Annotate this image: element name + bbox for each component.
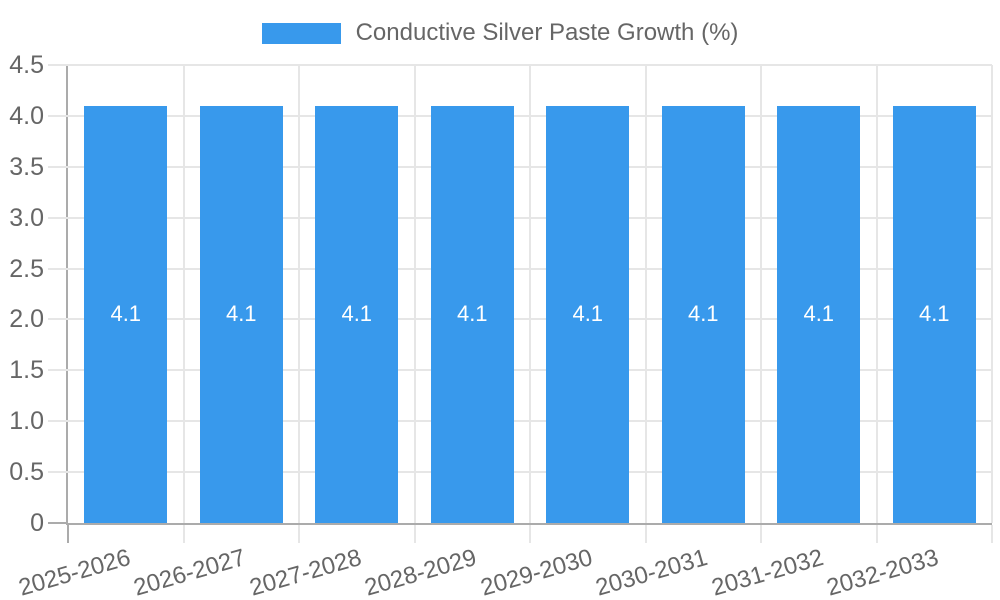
bar[interactable]: 4.1 bbox=[84, 105, 168, 523]
x-axis-tick bbox=[529, 525, 531, 543]
bar-value-label: 4.1 bbox=[572, 301, 604, 327]
y-axis-tick bbox=[48, 420, 68, 423]
bar[interactable]: 4.1 bbox=[199, 105, 283, 523]
y-axis-tick-label: 4.0 bbox=[9, 101, 44, 130]
bar[interactable]: 4.1 bbox=[430, 105, 514, 523]
y-axis-tick-label: 4.5 bbox=[9, 51, 44, 79]
x-axis-tick bbox=[991, 525, 993, 543]
y-axis-tick bbox=[48, 216, 68, 219]
y-axis-tick bbox=[48, 267, 68, 270]
x-gridline bbox=[182, 65, 185, 523]
bar[interactable]: 4.1 bbox=[777, 105, 861, 523]
x-gridline bbox=[644, 65, 647, 523]
legend-item[interactable]: Conductive Silver Paste Growth (%) bbox=[0, 19, 1000, 46]
bar-value-label: 4.1 bbox=[803, 301, 835, 327]
y-axis-tick-label: 3.5 bbox=[9, 152, 44, 181]
legend-label: Conductive Silver Paste Growth (%) bbox=[355, 19, 739, 46]
x-gridline bbox=[413, 65, 416, 523]
x-axis-tick bbox=[644, 525, 647, 543]
y-axis-tick-label: 1.5 bbox=[9, 356, 44, 385]
x-axis-tick bbox=[182, 525, 185, 543]
bar-value-label: 4.1 bbox=[341, 301, 373, 327]
x-gridline bbox=[875, 65, 878, 523]
bar[interactable]: 4.1 bbox=[892, 105, 976, 523]
bar[interactable]: 4.1 bbox=[546, 105, 630, 523]
y-axis-tick bbox=[48, 114, 68, 117]
bar-value-label: 4.1 bbox=[225, 301, 257, 327]
y-axis-tick-label: 0.5 bbox=[9, 458, 44, 487]
x-axis-tick bbox=[875, 525, 878, 543]
x-axis-tick bbox=[413, 525, 416, 543]
bar-value-label: 4.1 bbox=[110, 301, 142, 327]
y-axis-tick-label: 2.0 bbox=[9, 305, 44, 334]
x-axis-tick bbox=[760, 525, 762, 543]
y-axis-tick-label: 0 bbox=[30, 509, 44, 537]
y-axis-tick bbox=[48, 64, 68, 66]
y-axis-tick-label: 1.0 bbox=[9, 407, 44, 436]
y-axis-tick bbox=[48, 165, 68, 168]
bar-value-label: 4.1 bbox=[687, 301, 719, 327]
legend-swatch bbox=[261, 22, 341, 44]
plot-area: 4.1 4.1 4.1 4.1 4.1 4.1 4.1 4.1 bbox=[66, 64, 993, 525]
x-axis-tick bbox=[67, 525, 69, 543]
y-axis-tick bbox=[48, 318, 68, 321]
y-axis-tick bbox=[48, 522, 68, 524]
y-axis-tick-label: 2.5 bbox=[9, 254, 44, 283]
bar-value-label: 4.1 bbox=[918, 301, 950, 327]
y-axis-tick bbox=[48, 471, 68, 474]
x-gridline bbox=[760, 65, 762, 523]
x-axis-tick bbox=[298, 525, 300, 543]
bar[interactable]: 4.1 bbox=[315, 105, 399, 523]
bar-value-label: 4.1 bbox=[456, 301, 488, 327]
x-gridline bbox=[529, 65, 531, 523]
bar[interactable]: 4.1 bbox=[661, 105, 745, 523]
x-gridline bbox=[298, 65, 300, 523]
y-axis-tick bbox=[48, 369, 68, 372]
x-gridline bbox=[991, 65, 993, 523]
y-axis-tick-label: 3.0 bbox=[9, 203, 44, 232]
